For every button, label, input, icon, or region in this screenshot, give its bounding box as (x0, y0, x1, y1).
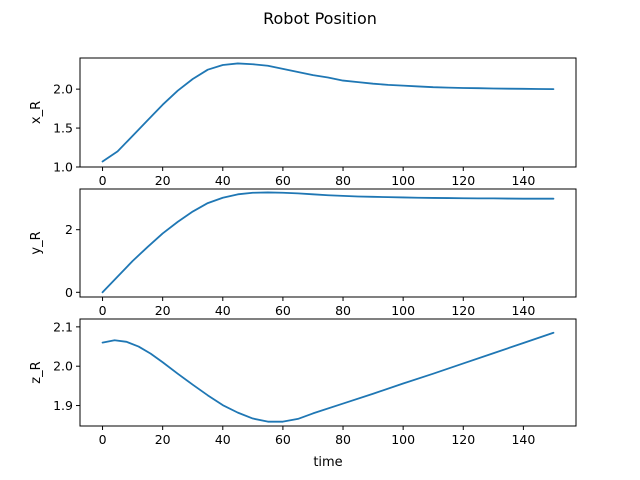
x-tick-label: 120 (451, 432, 475, 447)
y-tick-label: 2.0 (53, 359, 73, 374)
x-tick-label: 60 (275, 432, 291, 447)
x-tick-label: 20 (155, 432, 171, 447)
x-tick-label: 100 (391, 173, 415, 188)
x-tick-label: 60 (275, 173, 291, 188)
x-tick-label: 80 (335, 173, 351, 188)
y-tick-label: 0 (65, 285, 73, 300)
x-tick-label: 20 (155, 173, 171, 188)
y-tick-label: 2.1 (53, 319, 73, 334)
y-tick-label: 2.0 (53, 82, 73, 97)
series-line-x_R (101, 62, 555, 163)
x-tick-label: 80 (335, 303, 351, 318)
y-tick-label: 1.0 (53, 160, 73, 175)
series-line-y_R (101, 191, 555, 294)
x-tick-label: 140 (511, 173, 535, 188)
x-tick-label: 20 (155, 303, 171, 318)
x-tick-label: 80 (335, 432, 351, 447)
y-tick-label: 1.9 (53, 398, 73, 413)
y-axis-label-x_R: x_R (29, 101, 44, 124)
x-tick-label: 100 (391, 303, 415, 318)
series-line-z_R (101, 331, 555, 423)
subplot-x_R: 0 20 40 60 80 100 120 140 1.0 1.5 2.0 x_R (29, 57, 577, 188)
y-axis-label-z_R: z_R (29, 361, 44, 383)
x-tick-label: 0 (99, 303, 107, 318)
x-tick-label: 140 (511, 432, 535, 447)
plot-frame (79, 57, 577, 168)
x-tick-label: 0 (99, 432, 107, 447)
x-tick-label: 120 (451, 303, 475, 318)
x-tick-label: 40 (215, 432, 231, 447)
y-axis-label-y_R: y_R (29, 231, 44, 254)
x-tick-label: 60 (275, 303, 291, 318)
y-tick-label: 1.5 (53, 121, 73, 136)
plot-frame (79, 188, 577, 298)
x-axis-label: time (313, 455, 342, 470)
subplot-y_R: 0 20 40 60 80 100 120 140 0 2 y_R (29, 188, 577, 318)
x-tick-label: 120 (451, 173, 475, 188)
x-tick-label: 100 (391, 432, 415, 447)
x-tick-label: 40 (215, 303, 231, 318)
y-tick-label: 2 (65, 222, 73, 237)
x-tick-label: 40 (215, 173, 231, 188)
x-tick-label: 140 (511, 303, 535, 318)
plot-frame (79, 318, 577, 427)
chart-title: Robot Position (263, 9, 377, 28)
x-tick-label: 0 (99, 173, 107, 188)
